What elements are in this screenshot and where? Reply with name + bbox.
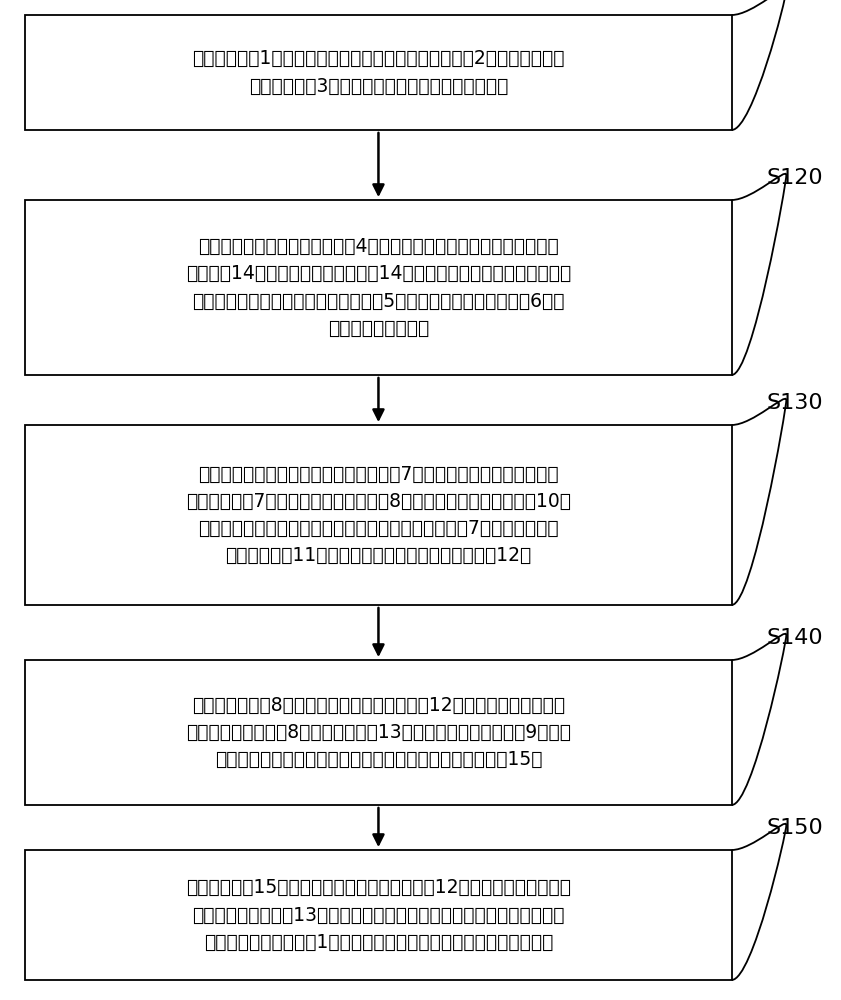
Text: S110: S110 — [766, 0, 823, 3]
Text: 所述计算机（15）根据所述光学相干层析模块（12）检测到的人眼空间位
姿信息和所述相机（13）获取的人眼在像平面上的图像信息并进行综合处
理，调整所述激光器（1: 所述计算机（15）根据所述光学相干层析模块（12）检测到的人眼空间位 姿信息和所… — [186, 878, 571, 952]
Bar — [25, 200, 732, 375]
Text: S140: S140 — [766, 628, 823, 648]
Text: 所述成像镜头（8）和所述光学相干层析模块（12）实时检测人眼空间位
姿，所述成像镜头（8）和所述相机（13）在所述人眼照明光源（9）的照
明下对人眼进行成像并传: 所述成像镜头（8）和所述光学相干层析模块（12）实时检测人眼空间位 姿，所述成像… — [186, 696, 571, 769]
Bar — [25, 660, 732, 805]
Text: S150: S150 — [766, 818, 823, 838]
Text: 所述第三激光入射到所述第一二向色镜（7），其中一部分光束经所述第
一二向色镜（7）反射至所述成像镜头（8）进行聚焦再入射至人眼（10）
内聚焦成光斑，另一部分光: 所述第三激光入射到所述第一二向色镜（7），其中一部分光束经所述第 一二向色镜（7… — [186, 465, 571, 565]
Text: S130: S130 — [766, 393, 823, 413]
Bar — [25, 425, 732, 605]
Text: 所述第二激光经所述分束立方（4）后其中一部分光束反射至所述波前检
测模块（14），所述波前检测模块（14）对所述第二激光进行波前实时检
测，实时检测后的激光入射: 所述第二激光经所述分束立方（4）后其中一部分光束反射至所述波前检 测模块（14）… — [186, 237, 571, 338]
Text: 所述激光器（1）出射的第一激光经所述中继光学模块（2）引导至所述空
间光调制器（3）进行波前定量调制以形成第二激光: 所述激光器（1）出射的第一激光经所述中继光学模块（2）引导至所述空 间光调制器（… — [193, 49, 564, 96]
Bar — [25, 850, 732, 980]
Bar — [25, 15, 732, 130]
Text: S120: S120 — [766, 168, 823, 188]
